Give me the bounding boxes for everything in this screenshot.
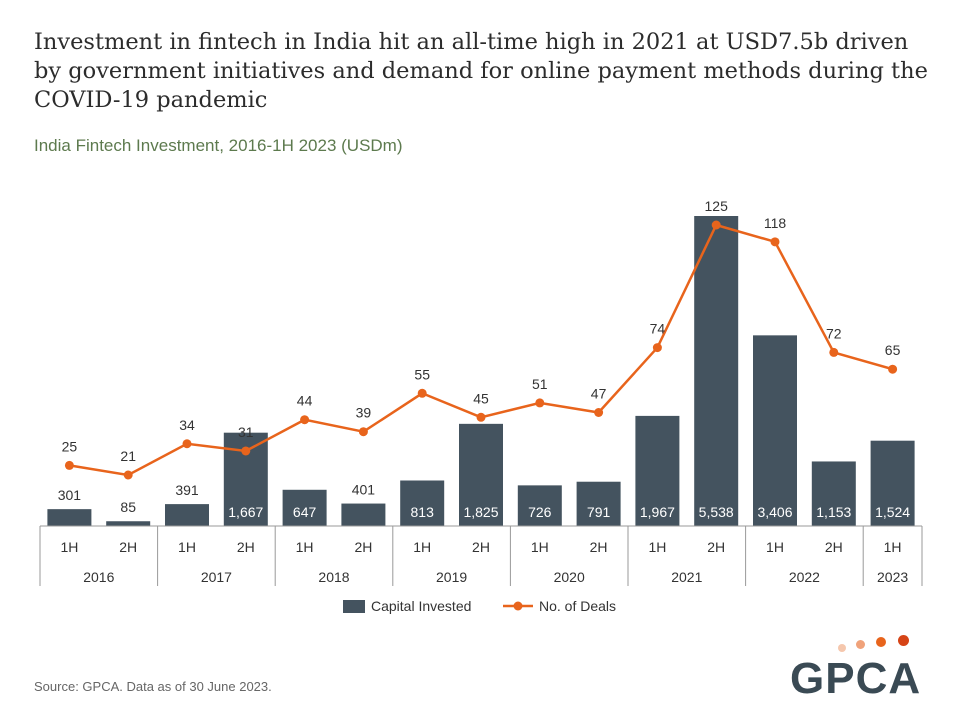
deals-value-label: 21 [120, 448, 136, 464]
deals-value-label: 74 [650, 321, 666, 337]
deals-point [829, 347, 839, 357]
bar-capital-invested [753, 335, 797, 526]
bar-value-label: 85 [120, 499, 136, 515]
x-tick-label-year: 2016 [83, 569, 114, 585]
logo-dot [856, 640, 865, 649]
gpca-logo: GPCA [790, 632, 940, 704]
x-tick-label-year: 2017 [201, 569, 232, 585]
x-tick-label-year: 2019 [436, 569, 467, 585]
bar-capital-invested [400, 480, 445, 526]
deals-point [417, 388, 427, 398]
deals-point [358, 427, 368, 437]
bar-capital-invested [517, 485, 562, 526]
x-tick-label-half: 1H [178, 539, 196, 555]
deals-value-label: 45 [473, 390, 489, 406]
deals-point [300, 415, 310, 425]
bar-value-label: 1,967 [640, 504, 675, 520]
logo-dot [876, 637, 886, 647]
x-tick-label-half: 2H [472, 539, 490, 555]
bar-capital-invested [165, 504, 209, 526]
x-tick-label-half: 1H [648, 539, 666, 555]
deals-value-label: 39 [356, 405, 372, 421]
x-tick-label-half: 2H [825, 539, 843, 555]
deals-value-label: 118 [764, 215, 787, 231]
deals-point [770, 237, 780, 247]
bar-capital-invested [341, 503, 386, 526]
x-tick-label-half: 2H [590, 539, 608, 555]
bar-value-label: 301 [58, 487, 82, 503]
bar-value-label: 726 [528, 504, 552, 520]
bar-value-label: 647 [293, 504, 317, 520]
deals-value-label: 31 [238, 424, 254, 440]
x-tick-label-year: 2023 [877, 569, 908, 585]
deals-point [182, 439, 192, 449]
deals-value-label: 34 [179, 417, 195, 433]
deals-point [64, 460, 74, 470]
logo-dot [898, 635, 909, 646]
legend-label-deals: No. of Deals [539, 598, 616, 614]
chart-subtitle: India Fintech Investment, 2016-1H 2023 (… [34, 136, 403, 155]
deals-value-label: 51 [532, 376, 548, 392]
bar-capital-invested [106, 521, 151, 526]
bar-capital-invested [459, 423, 503, 526]
legend-label-capital-invested: Capital Invested [371, 598, 471, 614]
bar-capital-invested [282, 489, 327, 526]
logo-dot [838, 644, 846, 652]
bar-capital-invested [870, 440, 915, 526]
bar-value-label: 1,153 [816, 504, 851, 520]
bar-value-label: 391 [175, 482, 199, 498]
bar-value-label: 5,538 [699, 504, 734, 520]
bar-value-label: 1,825 [463, 504, 498, 520]
deals-point [888, 364, 898, 374]
deals-point [711, 220, 721, 230]
deals-value-label: 44 [297, 393, 313, 409]
bar-capital-invested [635, 415, 680, 526]
bar-value-label: 813 [411, 504, 435, 520]
deals-value-label: 55 [414, 366, 430, 382]
bar-value-label: 1,667 [228, 504, 263, 520]
deals-value-label: 65 [885, 342, 901, 358]
bar-capital-invested [694, 216, 739, 526]
x-tick-label-year: 2021 [671, 569, 702, 585]
x-tick-label-half: 2H [707, 539, 725, 555]
bar-value-label: 791 [587, 504, 611, 520]
bar-capital-invested [47, 509, 92, 526]
x-tick-label-half: 2H [237, 539, 255, 555]
x-tick-label-half: 2H [354, 539, 372, 555]
bar-capital-invested [576, 481, 621, 526]
deals-point [123, 470, 133, 480]
x-tick-label-half: 1H [766, 539, 784, 555]
x-tick-label-half: 1H [413, 539, 431, 555]
deals-value-label: 125 [705, 198, 729, 214]
x-tick-label-year: 2020 [554, 569, 585, 585]
x-tick-label-half: 1H [60, 539, 78, 555]
chart-title: Investment in fintech in India hit an al… [34, 29, 928, 113]
deals-value-label: 47 [591, 386, 607, 402]
deals-value-label: 72 [826, 325, 842, 341]
deals-point [241, 446, 251, 456]
deals-point [476, 412, 486, 422]
x-tick-label-year: 2022 [789, 569, 820, 585]
deals-point [535, 398, 545, 408]
x-tick-label-half: 1H [531, 539, 549, 555]
x-tick-label-year: 2018 [318, 569, 349, 585]
legend-swatch-capital-invested [343, 600, 365, 613]
bar-value-label: 401 [352, 482, 376, 498]
x-tick-label-half: 1H [296, 539, 314, 555]
x-tick-label-half: 2H [119, 539, 137, 555]
deals-point [652, 343, 662, 353]
bar-value-label: 1,524 [875, 504, 910, 520]
legend-swatch-marker [513, 601, 523, 611]
deals-point [594, 408, 604, 417]
combo-chart: 301 85 391 1,667 647 401 813 1,825 726 791 1,967 5,… [39, 198, 923, 614]
x-tick-label-half: 1H [884, 539, 902, 555]
logo-text: GPCA [790, 654, 922, 703]
bar-value-label: 3,406 [757, 504, 792, 520]
deals-value-label: 25 [62, 438, 78, 454]
bar-capital-invested [811, 461, 856, 526]
source-note: Source: GPCA. Data as of 30 June 2023. [34, 679, 272, 694]
